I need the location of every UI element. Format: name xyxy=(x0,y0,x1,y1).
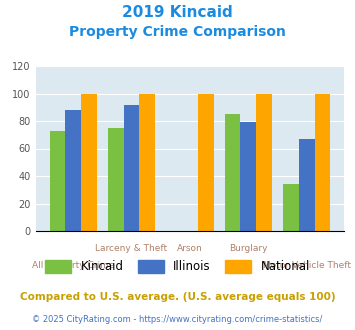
Bar xyxy=(198,93,214,231)
Bar xyxy=(108,128,124,231)
Text: Property Crime Comparison: Property Crime Comparison xyxy=(69,25,286,39)
Text: Burglary: Burglary xyxy=(229,244,268,253)
Text: All Property Crime: All Property Crime xyxy=(32,261,114,270)
Bar xyxy=(256,93,272,231)
Text: Arson: Arson xyxy=(177,244,203,253)
Bar xyxy=(65,110,81,231)
Bar xyxy=(225,114,240,231)
Bar xyxy=(315,93,330,231)
Bar xyxy=(283,184,299,231)
Text: © 2025 CityRating.com - https://www.cityrating.com/crime-statistics/: © 2025 CityRating.com - https://www.city… xyxy=(32,315,323,324)
Bar xyxy=(124,105,140,231)
Bar xyxy=(140,93,155,231)
Text: Motor Vehicle Theft: Motor Vehicle Theft xyxy=(263,261,351,270)
Legend: Kincaid, Illinois, National: Kincaid, Illinois, National xyxy=(40,255,315,278)
Bar xyxy=(50,131,65,231)
Bar xyxy=(240,122,256,231)
Text: 2019 Kincaid: 2019 Kincaid xyxy=(122,5,233,20)
Text: Larceny & Theft: Larceny & Theft xyxy=(95,244,168,253)
Text: Compared to U.S. average. (U.S. average equals 100): Compared to U.S. average. (U.S. average … xyxy=(20,292,335,302)
Bar xyxy=(299,139,315,231)
Bar xyxy=(81,93,97,231)
